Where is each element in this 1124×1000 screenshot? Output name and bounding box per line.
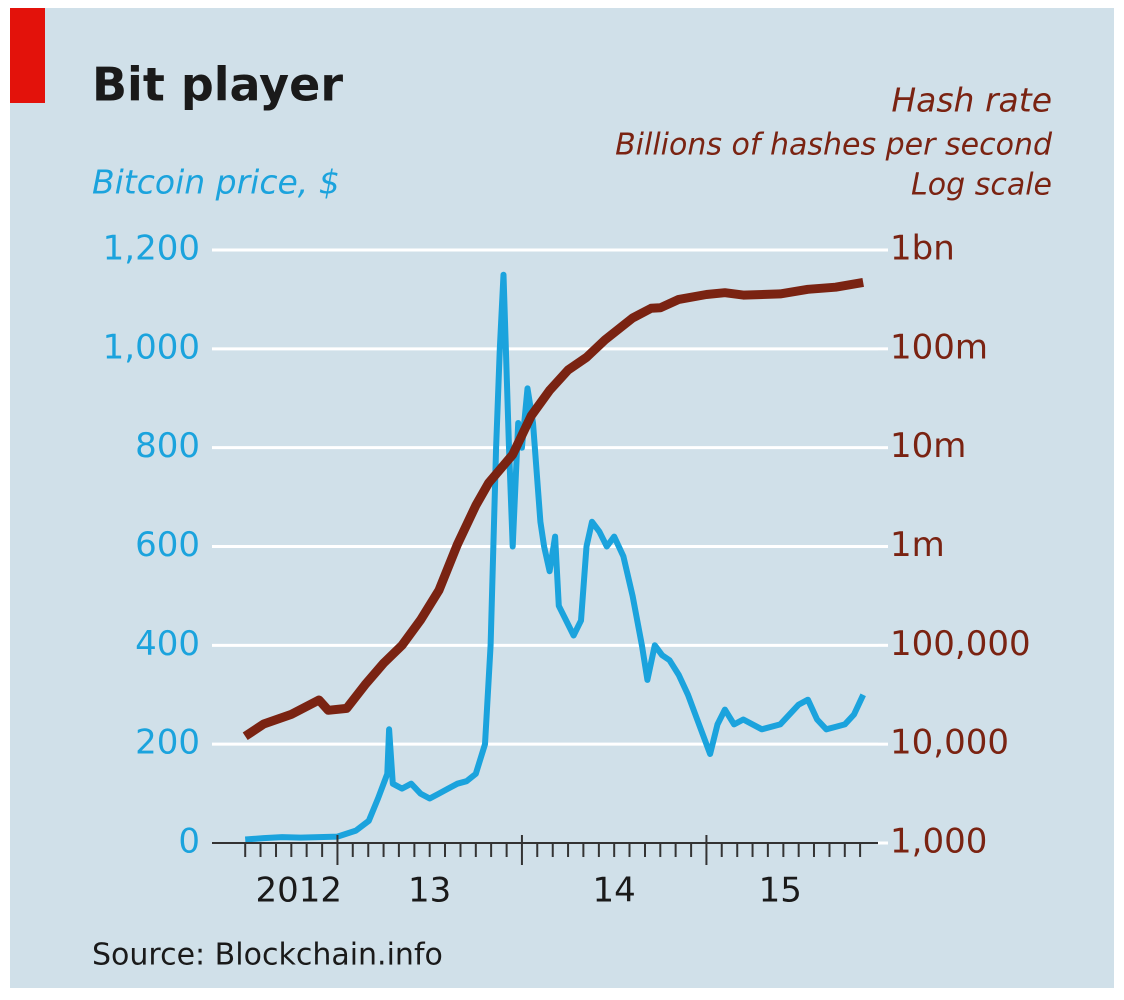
y2-axis-sublabel: Billions of hashes per second [615,128,1053,163]
line-series [244,271,866,843]
red-flag [10,8,45,103]
axes: 0 200 400 600 800 1,000 1,200 1,000 10,000 100,00… [103,229,1031,911]
y-tick-label: 800 [135,426,200,466]
y2-tick-label: 1,000 [890,822,987,862]
chart-title: Bit player [92,58,343,112]
plot [242,271,866,843]
y2-tick-label: 100,000 [890,624,1031,664]
y-tick-label: 0 [178,822,200,862]
y2-tick-label: 10m [890,426,966,466]
y-tick-label: 600 [135,525,200,565]
x-tick-label: 2012 [255,871,342,911]
y-tick-label: 400 [135,624,200,664]
source: Source: Blockchain.info [92,938,443,973]
x-tick-label: 13 [408,871,451,911]
y2-axis-sublabel: Log scale [911,168,1052,203]
y-tick-label: 1,000 [103,327,200,367]
y2-axis-label: Hash rate [891,81,1052,120]
x-tick-label: 15 [759,871,802,911]
y2-tick-label: 1bn [890,229,955,269]
line-series [242,277,864,741]
y-tick-label: 1,200 [103,229,200,269]
background [10,8,1114,988]
y2-tick-label: 10,000 [890,723,1009,763]
y2-tick-label: 100m [890,327,988,367]
y-tick-label: 200 [135,723,200,763]
y-axis-label: Bitcoin price, $ [92,163,340,202]
y2-tick-label: 1m [890,525,945,565]
x-tick-label: 14 [593,871,636,911]
